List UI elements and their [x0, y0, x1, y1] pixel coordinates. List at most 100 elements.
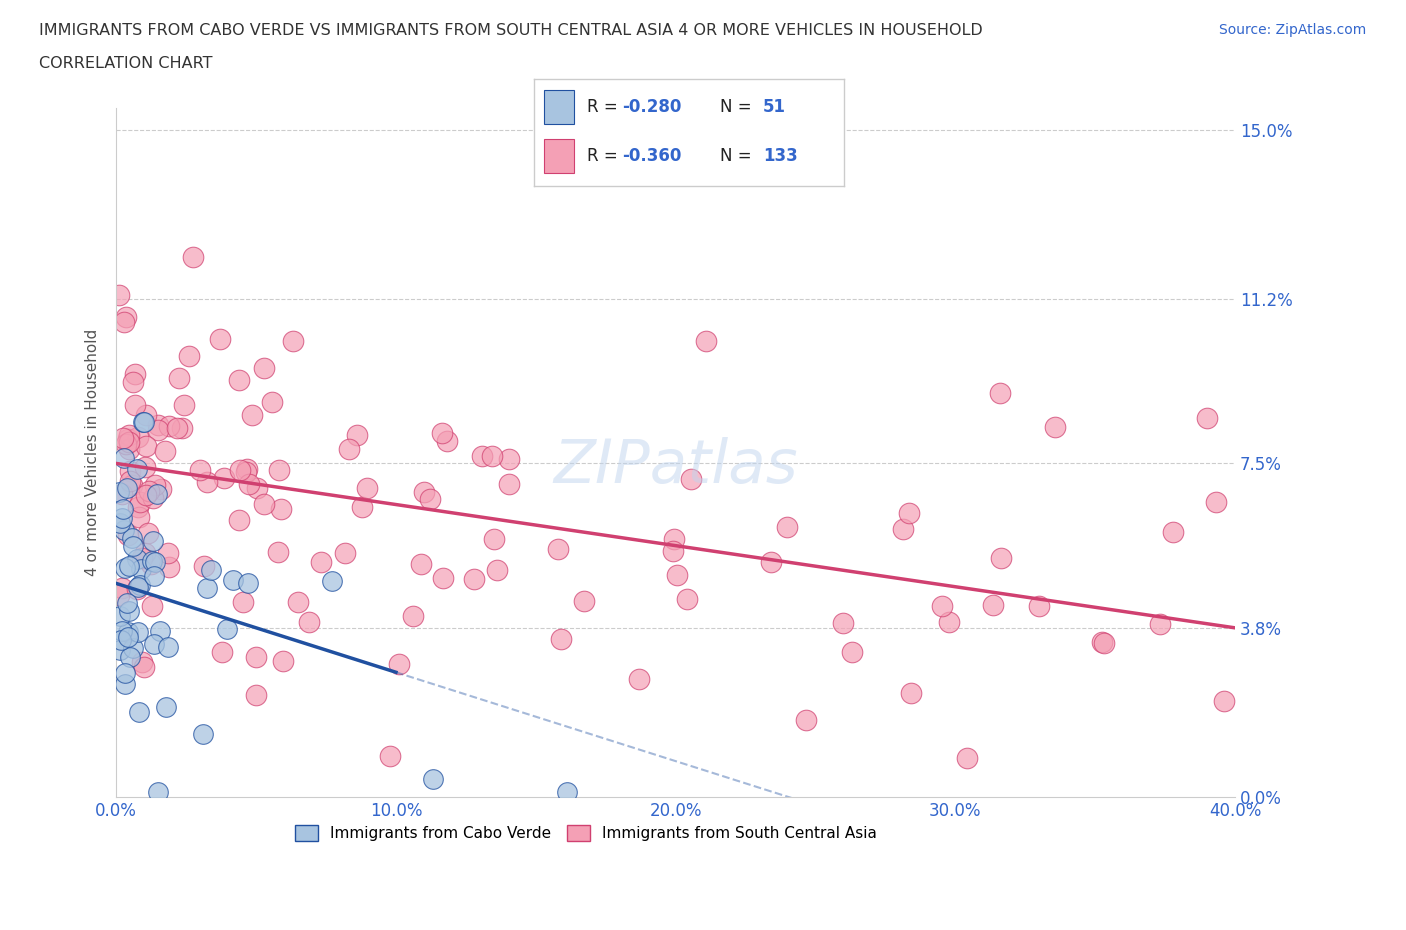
- Point: [118, 435, 141, 450]
- Point: [333, 545, 356, 560]
- Point: [195, 474, 218, 489]
- Point: [131, 654, 153, 669]
- Point: [195, 580, 218, 595]
- Point: [110, 632, 132, 647]
- Point: [118, 649, 141, 664]
- Point: [134, 546, 156, 561]
- Point: [211, 644, 233, 659]
- Point: [132, 415, 155, 430]
- Point: [1091, 634, 1114, 649]
- Point: [124, 367, 146, 382]
- Point: [555, 785, 578, 800]
- Point: [498, 476, 520, 491]
- Point: [938, 614, 960, 629]
- Text: R =: R =: [586, 147, 623, 165]
- Point: [114, 666, 136, 681]
- Point: [135, 487, 157, 502]
- Point: [228, 512, 250, 527]
- Point: [117, 630, 139, 644]
- Point: [120, 463, 142, 478]
- Point: [181, 250, 204, 265]
- Point: [1205, 494, 1227, 509]
- Point: [281, 334, 304, 349]
- Point: [118, 441, 141, 456]
- Point: [271, 654, 294, 669]
- Point: [419, 492, 441, 507]
- Point: [153, 444, 176, 458]
- Point: [108, 515, 131, 530]
- Point: [761, 555, 783, 570]
- Point: [388, 657, 411, 671]
- Point: [413, 485, 436, 499]
- Point: [132, 414, 155, 429]
- Text: Source: ZipAtlas.com: Source: ZipAtlas.com: [1219, 23, 1367, 37]
- Point: [337, 442, 360, 457]
- Point: [245, 687, 267, 702]
- Text: N =: N =: [720, 147, 756, 165]
- Point: [463, 571, 485, 586]
- Point: [695, 334, 717, 349]
- Point: [136, 525, 159, 540]
- Point: [212, 471, 235, 485]
- Point: [146, 785, 169, 800]
- Point: [832, 616, 855, 631]
- Point: [1028, 599, 1050, 614]
- Point: [117, 625, 139, 640]
- Point: [217, 621, 239, 636]
- Bar: [544, 89, 575, 124]
- Point: [627, 671, 650, 686]
- Point: [121, 531, 143, 546]
- Point: [125, 462, 148, 477]
- Point: [111, 580, 134, 595]
- Point: [666, 568, 689, 583]
- Point: [252, 497, 274, 512]
- Point: [486, 563, 509, 578]
- Point: [409, 556, 432, 571]
- Point: [900, 685, 922, 700]
- Point: [287, 594, 309, 609]
- Point: [115, 595, 138, 610]
- Point: [550, 631, 572, 646]
- Point: [141, 553, 163, 568]
- Point: [662, 543, 685, 558]
- Point: [990, 551, 1012, 565]
- Point: [146, 486, 169, 501]
- Point: [146, 422, 169, 437]
- Point: [108, 608, 131, 623]
- Point: [131, 551, 153, 565]
- Point: [115, 436, 138, 451]
- Point: [676, 591, 699, 606]
- Point: [143, 477, 166, 492]
- Point: [200, 563, 222, 578]
- Point: [128, 705, 150, 720]
- Point: [356, 481, 378, 496]
- Point: [143, 554, 166, 569]
- Point: [134, 459, 156, 474]
- Point: [129, 495, 152, 510]
- Text: R =: R =: [586, 98, 623, 116]
- Text: ZIPatlas: ZIPatlas: [554, 436, 799, 496]
- Point: [246, 480, 269, 495]
- Point: [138, 484, 160, 498]
- Point: [352, 500, 374, 515]
- Point: [150, 482, 173, 497]
- Point: [155, 699, 177, 714]
- Point: [111, 431, 134, 445]
- Text: IMMIGRANTS FROM CABO VERDE VS IMMIGRANTS FROM SOUTH CENTRAL ASIA 4 OR MORE VEHIC: IMMIGRANTS FROM CABO VERDE VS IMMIGRANTS…: [39, 23, 983, 38]
- Point: [547, 541, 569, 556]
- Point: [118, 473, 141, 488]
- Point: [262, 394, 284, 409]
- Point: [298, 615, 321, 630]
- Point: [112, 451, 135, 466]
- Point: [142, 534, 165, 549]
- Point: [484, 532, 506, 547]
- Point: [794, 712, 817, 727]
- Point: [135, 407, 157, 422]
- Point: [681, 472, 703, 486]
- Point: [143, 637, 166, 652]
- Point: [188, 462, 211, 477]
- Point: [498, 451, 520, 466]
- Point: [127, 579, 149, 594]
- Point: [157, 418, 180, 433]
- Point: [321, 574, 343, 589]
